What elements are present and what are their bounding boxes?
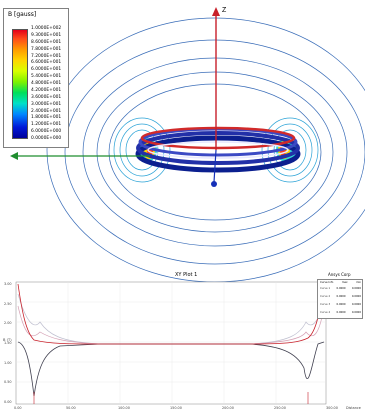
x-axis-arrowhead xyxy=(10,152,18,160)
colormap-legend: B [gauss] 1.0000E+002 9.3000E+001 8.6000E+… xyxy=(3,8,69,148)
contour-line xyxy=(46,17,365,283)
plot-title: XY Plot 1 xyxy=(175,272,198,278)
contour-line xyxy=(261,117,319,183)
legend-header-col-1: Curve Info xyxy=(320,281,334,284)
z-axis-arrowhead xyxy=(212,7,220,16)
xy-plot-panel: XY Plot 1 Ansys Corp 0.00 0.50 1.00 1.50 2.0… xyxy=(0,272,365,413)
curve-4 xyxy=(17,283,325,345)
legend-value: 3.6000E+001 xyxy=(31,94,62,100)
plot-legend-row: Curve 1 0.0000 0.0000 xyxy=(320,287,361,290)
legend-header-col-2: max xyxy=(341,281,348,284)
contour-line xyxy=(108,83,322,221)
x-tick-label: 200.00 xyxy=(222,406,234,410)
plot-legend-cell: 0.0000 xyxy=(336,311,346,314)
plot-legend-header: Curve Info max min xyxy=(320,281,361,284)
y-axis xyxy=(213,149,217,183)
x-tick-label: 300.00 xyxy=(326,406,338,410)
legend-header-col-3: min xyxy=(356,281,361,284)
legend-title: B [gauss] xyxy=(8,11,37,18)
y-axis-label: B (T) xyxy=(3,338,12,342)
z-axis-label: Z xyxy=(222,7,227,14)
x-tick-label: 0.00 xyxy=(14,406,22,410)
legend-value: 6.0000E+000 xyxy=(31,129,62,135)
plot-legend-cell: 0.0000 xyxy=(351,287,361,290)
plot-legend: Curve Info max min Curve 1 0.0000 0.0000 Cu… xyxy=(317,279,363,319)
x-axis-end-label: Distance xyxy=(346,406,361,410)
legend-value: 7.2000E+001 xyxy=(31,53,62,59)
plot-top-right-label: Ansys Corp xyxy=(328,272,351,277)
plot-legend-cell: 0.0000 xyxy=(351,303,361,306)
legend-value: 1.8000E+001 xyxy=(31,115,62,121)
plot-legend-cell: 0.0000 xyxy=(336,295,346,298)
xy-plot-chart xyxy=(15,281,327,405)
contour-line xyxy=(113,117,171,183)
plot-legend-cell: 0.0000 xyxy=(351,295,361,298)
legend-value: 7.8000E+001 xyxy=(31,46,62,52)
plot-legend-cell: Curve 4 xyxy=(320,311,331,314)
plot-legend-row: Curve 4 0.0000 0.0000 xyxy=(320,311,361,314)
y-tick-label: 0.50 xyxy=(4,380,12,385)
legend-value: 4.8000E+001 xyxy=(31,81,62,86)
y-tick-label: 2.50 xyxy=(4,301,12,306)
y-tick-label: 1.50 xyxy=(4,341,12,345)
plot-area xyxy=(15,281,327,405)
contour-line xyxy=(267,123,313,177)
plot-legend-cell: Curve 1 xyxy=(320,287,331,290)
x-tick-label: 150.00 xyxy=(170,406,182,410)
y-tick-label: 0.00 xyxy=(4,400,12,404)
coil-assembly xyxy=(135,126,301,173)
legend-value: 2.4000E+001 xyxy=(31,108,62,114)
plot-legend-row: Curve 2 0.0000 0.0000 xyxy=(320,295,361,298)
legend-value: 5.4000E+001 xyxy=(31,74,62,80)
contour-line xyxy=(64,39,365,265)
legend-value: 9.3000E+001 xyxy=(31,32,62,38)
x-tick-label: 50.00 xyxy=(66,406,76,410)
y-tick-label: 1.00 xyxy=(4,360,12,365)
plot-legend-row: Curve 3 0.0000 0.0000 xyxy=(320,303,361,306)
plot-legend-cell: 0.0000 xyxy=(336,303,346,306)
legend-value: 8.6000E+001 xyxy=(31,39,62,45)
legend-colorbar xyxy=(12,29,28,139)
plot-legend-cell: Curve 3 xyxy=(320,303,331,306)
legend-value: 6.6000E+001 xyxy=(31,60,62,66)
x-tick-label: 100.00 xyxy=(118,406,130,410)
legend-value: 6.0000E+001 xyxy=(31,67,62,73)
legend-value: 1.0000E+002 xyxy=(31,26,62,31)
plot-legend-cell: 0.0000 xyxy=(351,311,361,314)
x-tick-label: 250.00 xyxy=(274,406,286,410)
y-tick-label: 3.00 xyxy=(4,282,12,286)
contour-line xyxy=(96,71,334,233)
contour-line xyxy=(82,57,348,247)
legend-value: 0.0000E+000 xyxy=(31,136,62,141)
legend-value: 1.2000E+001 xyxy=(31,122,62,128)
plot-legend-cell: 0.0000 xyxy=(336,287,346,290)
legend-value: 3.0000E+001 xyxy=(31,101,62,107)
y-axis-endpoint xyxy=(211,181,217,187)
legend-value: 4.2000E+001 xyxy=(31,87,62,93)
plot-legend-cell: Curve 2 xyxy=(320,295,331,298)
y-tick-label: 2.00 xyxy=(4,321,12,326)
